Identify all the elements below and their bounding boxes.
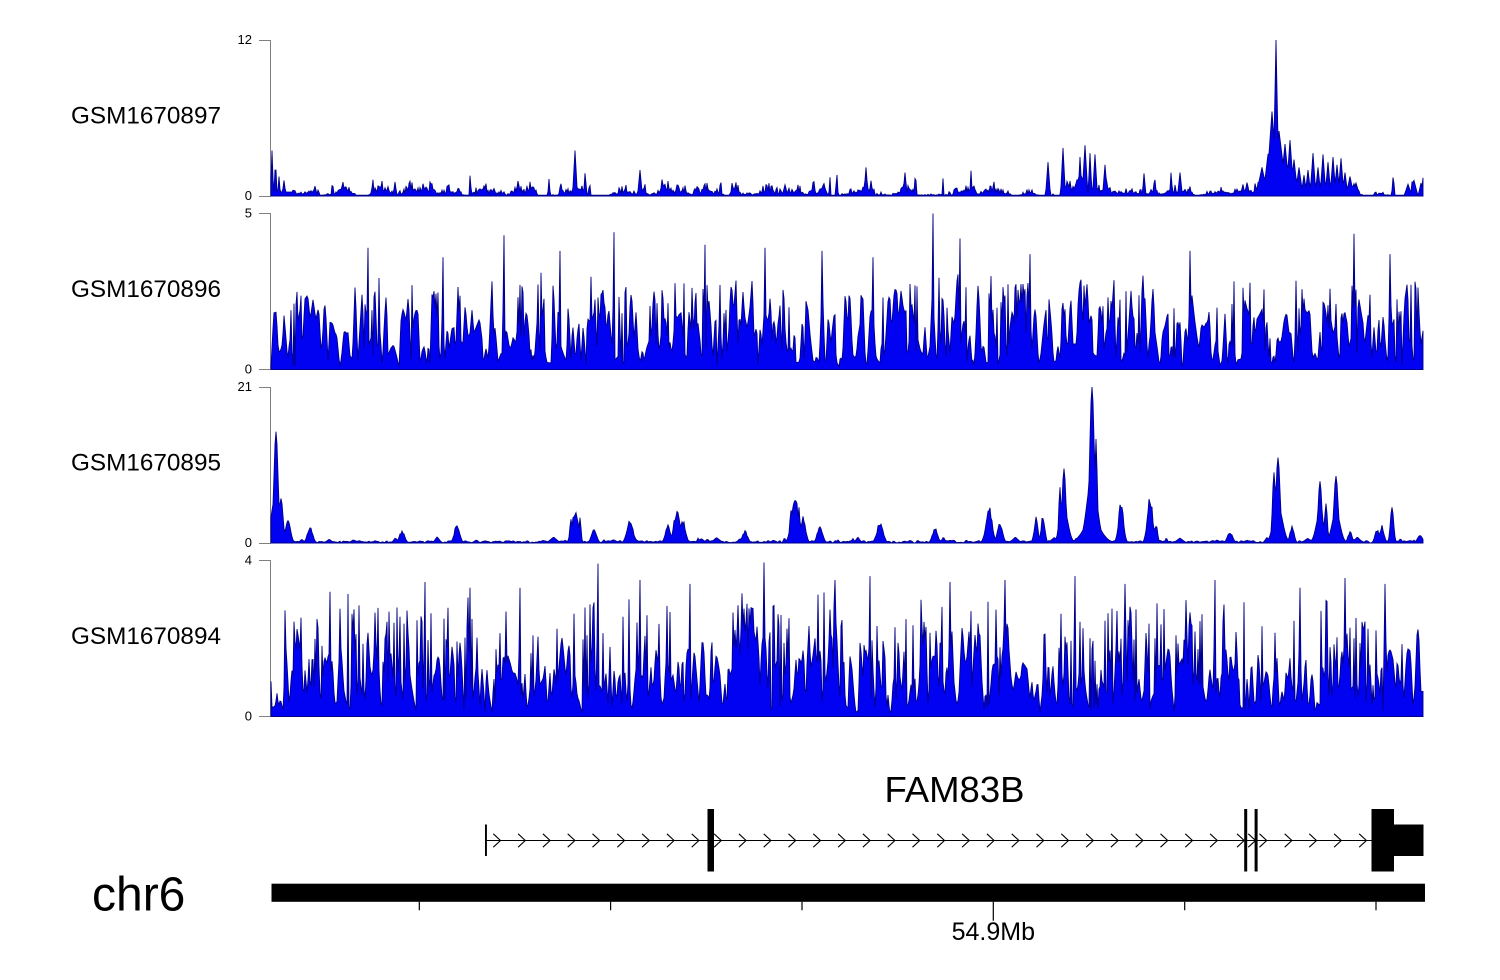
svg-text:0: 0 [245, 708, 252, 723]
svg-text:GSM1670894: GSM1670894 [71, 623, 221, 650]
svg-text:0: 0 [245, 535, 252, 550]
svg-text:0: 0 [245, 188, 252, 203]
svg-text:12: 12 [238, 32, 252, 47]
svg-text:4: 4 [245, 552, 252, 567]
svg-text:chr6: chr6 [92, 869, 185, 922]
svg-text:21: 21 [238, 379, 252, 394]
svg-text:54.9Mb: 54.9Mb [952, 918, 1035, 946]
svg-text:GSM1670895: GSM1670895 [71, 449, 221, 476]
svg-text:GSM1670896: GSM1670896 [71, 276, 221, 303]
svg-text:5: 5 [245, 205, 252, 220]
svg-text:GSM1670897: GSM1670897 [71, 102, 221, 129]
svg-text:FAM83B: FAM83B [885, 769, 1025, 810]
svg-text:0: 0 [245, 361, 252, 376]
